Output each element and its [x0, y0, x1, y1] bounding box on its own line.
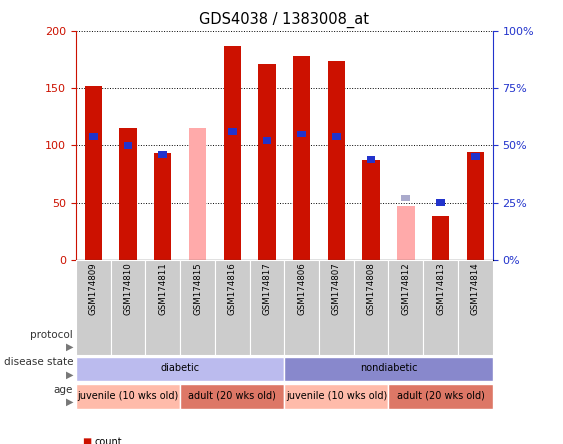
Text: ▶: ▶: [66, 369, 73, 379]
Bar: [111, 260, 145, 355]
Title: GDS4038 / 1383008_at: GDS4038 / 1383008_at: [199, 12, 369, 28]
Bar: [388, 260, 423, 355]
Text: count: count: [94, 437, 122, 444]
Bar: [180, 384, 284, 409]
Bar: [76, 357, 284, 381]
Text: adult (20 wks old): adult (20 wks old): [188, 391, 276, 401]
Bar: [249, 260, 284, 355]
Bar: [297, 131, 306, 137]
Bar: [158, 151, 167, 158]
Bar: [319, 260, 354, 355]
Bar: [284, 384, 388, 409]
Bar: [89, 133, 98, 140]
Text: GSM174813: GSM174813: [436, 262, 445, 315]
Text: GSM174806: GSM174806: [297, 262, 306, 315]
Bar: [436, 199, 445, 206]
Text: age: age: [54, 385, 73, 395]
Bar: [154, 154, 172, 260]
Text: diabetic: diabetic: [160, 363, 200, 373]
Bar: [258, 64, 276, 260]
Bar: [180, 260, 215, 355]
Bar: [328, 61, 345, 260]
Text: GSM174808: GSM174808: [367, 262, 376, 315]
Bar: [189, 128, 206, 260]
Bar: [215, 260, 249, 355]
Bar: [467, 152, 484, 260]
Bar: [145, 260, 180, 355]
Text: not induced: not induced: [359, 336, 418, 346]
Text: GSM174817: GSM174817: [262, 262, 271, 315]
Text: GSM174809: GSM174809: [89, 262, 98, 315]
Bar: [228, 128, 236, 135]
Bar: [458, 260, 493, 355]
Bar: [119, 128, 137, 260]
Text: streptozocin-induction: streptozocin-induction: [126, 336, 235, 346]
Text: protocol: protocol: [30, 330, 73, 340]
Bar: [284, 329, 493, 354]
Bar: [388, 384, 493, 409]
Text: disease state: disease state: [4, 357, 73, 367]
Bar: [367, 156, 376, 163]
Text: juvenile (10 wks old): juvenile (10 wks old): [78, 391, 178, 401]
Text: ▶: ▶: [66, 342, 73, 352]
Bar: [76, 260, 111, 355]
Bar: [224, 46, 241, 260]
Text: GSM174814: GSM174814: [471, 262, 480, 315]
Bar: [363, 160, 380, 260]
Bar: [124, 142, 132, 149]
Bar: [471, 154, 480, 160]
Bar: [293, 56, 310, 260]
Bar: [397, 206, 414, 260]
Bar: [76, 329, 284, 354]
Text: ▶: ▶: [66, 397, 73, 407]
Bar: [76, 384, 180, 409]
Bar: [432, 216, 449, 260]
Text: GSM174816: GSM174816: [228, 262, 236, 315]
Bar: [332, 133, 341, 140]
Bar: [401, 194, 410, 202]
Text: GSM174807: GSM174807: [332, 262, 341, 315]
Text: GSM174812: GSM174812: [401, 262, 410, 315]
Text: GSM174815: GSM174815: [193, 262, 202, 315]
Bar: [354, 260, 388, 355]
Text: juvenile (10 wks old): juvenile (10 wks old): [286, 391, 387, 401]
Bar: [84, 86, 102, 260]
Bar: [284, 260, 319, 355]
Text: ■: ■: [82, 437, 91, 444]
Bar: [262, 137, 271, 144]
Bar: [284, 357, 493, 381]
Text: GSM174810: GSM174810: [124, 262, 132, 315]
Text: nondiabetic: nondiabetic: [360, 363, 417, 373]
Bar: [423, 260, 458, 355]
Text: adult (20 wks old): adult (20 wks old): [396, 391, 485, 401]
Text: GSM174811: GSM174811: [158, 262, 167, 315]
